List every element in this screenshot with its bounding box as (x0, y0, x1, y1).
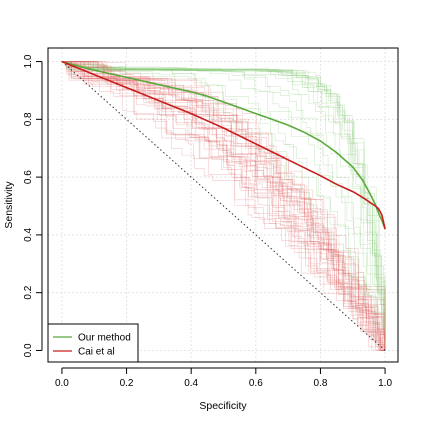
background-curve (61, 61, 386, 351)
plot-frame (47, 47, 399, 363)
background-curve (61, 61, 386, 351)
background-curve (61, 61, 386, 351)
y-tick-label: 0.2 (23, 285, 34, 299)
y-axis-title: Sensitivity (3, 181, 15, 229)
background-curve (61, 61, 386, 351)
x-axis: 0.0 0.2 0.4 0.6 0.8 1.0 (55, 367, 392, 389)
background-curve (61, 61, 386, 351)
diagonal-reference-line (61, 61, 386, 351)
background-curve (61, 61, 386, 351)
background-curve (61, 61, 386, 351)
background-curve (61, 61, 386, 351)
background-curve (61, 61, 386, 351)
background-curve (61, 61, 386, 351)
background-curve (61, 61, 386, 351)
grid-lines (48, 48, 398, 362)
background-curve (61, 61, 386, 351)
background-curve (61, 61, 386, 351)
background-curve (61, 61, 386, 351)
background-curve (61, 61, 386, 351)
y-tick-label: 1.0 (23, 54, 34, 68)
background-curve (61, 61, 386, 351)
y-axis: 0.0 0.2 0.4 0.6 0.8 1.0 (23, 54, 43, 357)
background-curve (61, 61, 386, 351)
background-curve (61, 61, 386, 351)
background-curve (61, 61, 386, 351)
background-curve (61, 61, 386, 351)
background-roc-curves (61, 61, 386, 351)
background-curve (61, 61, 386, 351)
background-curve (61, 61, 386, 351)
x-tick-label: 0.4 (184, 378, 198, 389)
background-curve (61, 61, 386, 351)
y-tick-label: 0.6 (23, 170, 34, 184)
background-curve (61, 61, 386, 351)
background-curve (61, 61, 386, 351)
background-curve (61, 61, 386, 351)
background-curve (61, 61, 386, 351)
legend-label-cai-et-al: Cai et al (78, 347, 115, 358)
background-curve (61, 61, 386, 351)
legend-box (47, 323, 139, 363)
series-line-cai-et-al (61, 60, 386, 230)
series-lines (61, 60, 386, 230)
background-curve (61, 61, 386, 351)
background-curve (61, 61, 386, 351)
background-curve (61, 61, 386, 351)
y-tick-label: 0.0 (23, 343, 34, 357)
background-curve (61, 61, 386, 351)
y-tick-label: 0.8 (23, 112, 34, 126)
background-curve (61, 61, 386, 351)
background-curve (61, 61, 386, 351)
background-curve (61, 61, 386, 351)
background-curve (61, 61, 386, 351)
background-curve (61, 61, 386, 351)
legend-label-our-method: Our method (78, 333, 131, 344)
background-curve (61, 61, 386, 351)
background-curve (61, 61, 386, 351)
x-tick-label: 0.6 (249, 378, 263, 389)
x-tick-label: 0.2 (120, 378, 134, 389)
x-tick-label: 1.0 (378, 378, 392, 389)
background-curve (61, 61, 386, 351)
legend: Our method Cai et al (47, 323, 139, 363)
background-curve (61, 61, 386, 351)
background-curve (61, 61, 386, 351)
background-curve (61, 61, 386, 351)
background-curve (61, 61, 386, 351)
background-curve (61, 61, 386, 351)
background-curve (61, 61, 386, 351)
background-curve (61, 61, 386, 351)
background-curve (61, 61, 386, 351)
background-curve (61, 61, 386, 351)
background-curve (61, 61, 386, 351)
background-curve (61, 61, 386, 351)
background-curve (61, 61, 386, 351)
series-line-our-method (61, 60, 386, 230)
x-tick-label: 0.0 (55, 378, 69, 389)
x-tick-label: 0.8 (313, 378, 327, 389)
x-axis-title: Specificity (199, 400, 247, 412)
y-tick-label: 0.4 (23, 228, 34, 242)
background-curve (61, 61, 386, 351)
